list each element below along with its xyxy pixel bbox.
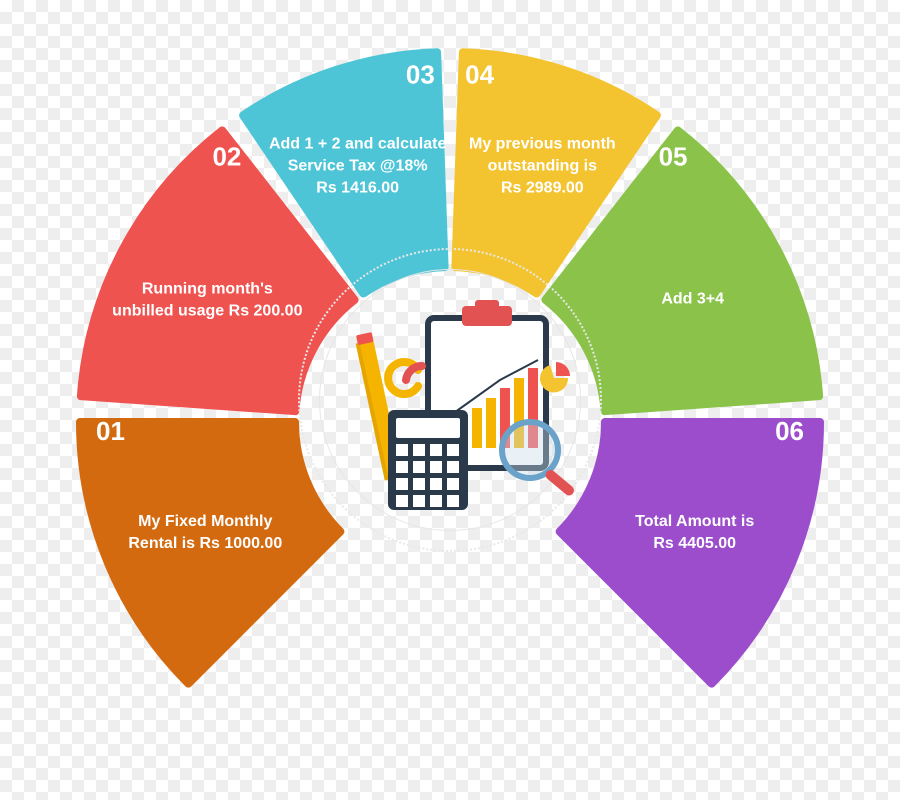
segment-text-line: Add 3+4 [661, 291, 724, 308]
segment-text-line: My Fixed Monthly [138, 513, 272, 530]
center-svg [310, 260, 590, 540]
segment-text-line: Rs 2989.00 [501, 179, 584, 196]
center-illustration [310, 260, 590, 540]
segment-text-line: Total Amount is [635, 513, 754, 530]
segment-text-line: Service Tax @18% [288, 157, 428, 174]
segment-text-line: Running month's [142, 281, 273, 298]
segment-number: 06 [775, 416, 804, 446]
segment-01: 01 My Fixed Monthly Rental is Rs 1000.00 [80, 416, 340, 684]
segment-text-line: Rental is Rs 1000.00 [128, 535, 282, 552]
segment-06: 06 Total Amount is Rs 4405.00 [560, 416, 820, 684]
segment-text-line: Rs 4405.00 [653, 535, 736, 552]
segment-text: Add 3+4 [661, 291, 724, 308]
segment-number: 05 [659, 141, 688, 171]
magnifier-icon [502, 422, 576, 498]
segment-text-line: unbilled usage Rs 200.00 [112, 303, 302, 320]
segment-text-line: Add 1 + 2 and calculate [269, 135, 447, 152]
segment-text-line: outstanding is [488, 157, 597, 174]
segment-number: 01 [96, 416, 125, 446]
infographic-stage: 01 My Fixed Monthly Rental is Rs 1000.00 02… [40, 10, 860, 790]
segment-number: 04 [465, 59, 494, 89]
c-arc-icon [388, 362, 422, 394]
segment-text-line: Rs 1416.00 [316, 179, 399, 196]
segment-number: 03 [406, 59, 435, 89]
segment-number: 02 [212, 141, 241, 171]
segment-text-line: My previous month [469, 135, 616, 152]
calculator-icon [388, 410, 468, 510]
